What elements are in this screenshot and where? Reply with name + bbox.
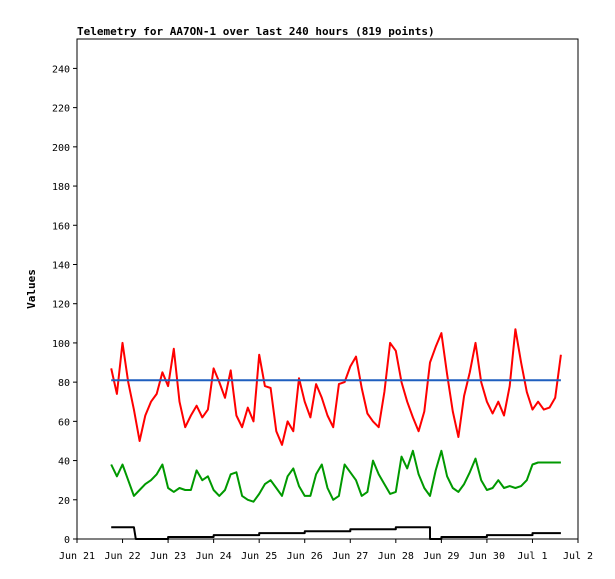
chart-title: Telemetry for AA7ON-1 over last 240 hour…: [77, 25, 435, 38]
y-tick-label: 160: [52, 221, 70, 232]
x-tick-label: Jun 22: [104, 551, 140, 562]
x-tick-label: Jun 23: [150, 551, 186, 562]
x-tick-label: Jun 30: [469, 551, 505, 562]
x-tick-label: Jul 1: [517, 551, 547, 562]
series-line-2: [110, 449, 561, 503]
x-tick-label: Jun 27: [332, 551, 368, 562]
series-line-1: [110, 328, 562, 446]
x-tick-label: Jul 2: [563, 551, 593, 562]
y-tick-label: 200: [52, 143, 70, 154]
x-tick-label: Jun 24: [196, 551, 232, 562]
x-tick-label: Jun 21: [59, 551, 95, 562]
y-tick-label: 0: [64, 535, 70, 546]
x-tick-label: Jun 29: [423, 551, 459, 562]
x-axis: Jun 21 Jun 22 Jun 23 Jun 24 Jun 25 Jun 26 Jun …: [59, 539, 593, 562]
series-line-4: [111, 526, 561, 540]
y-tick-label: 240: [52, 64, 70, 75]
y-tick-label: 120: [52, 300, 70, 311]
y-axis: 0 20 40 60 80 100 120 140 160 180 200 220 240: [52, 64, 77, 546]
y-tick-label: 220: [52, 104, 70, 115]
y-tick-label: 20: [58, 496, 70, 507]
y-tick-label: 40: [58, 457, 70, 468]
y-tick-label: 140: [52, 260, 70, 271]
plot-area: [76, 38, 579, 540]
y-tick-label: 100: [52, 339, 70, 350]
x-tick-label: Jun 25: [241, 551, 277, 562]
series-layer: [110, 328, 562, 540]
y-tick-label: 80: [58, 378, 70, 389]
x-tick-label: Jun 28: [378, 551, 414, 562]
y-tick-label: 60: [58, 417, 70, 428]
x-tick-label: Jun 26: [287, 551, 323, 562]
y-tick-label: 180: [52, 182, 70, 193]
y-axis-label: Values: [25, 269, 38, 309]
